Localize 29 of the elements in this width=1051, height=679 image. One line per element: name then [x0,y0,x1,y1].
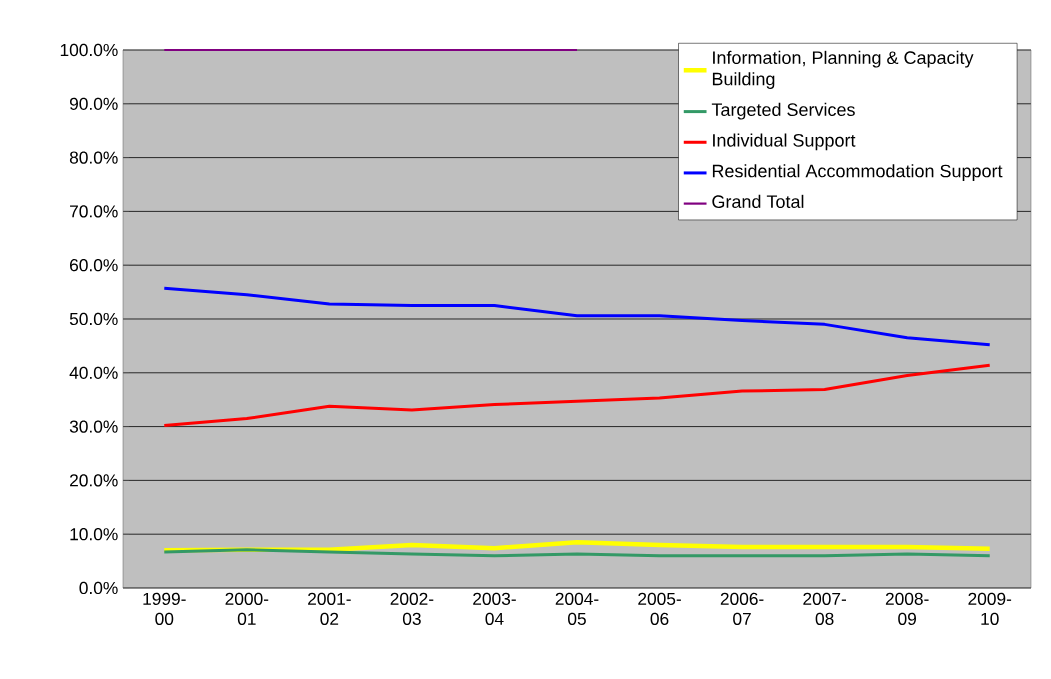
legend-label: Individual Support [713,133,856,151]
x-tick-label: 2002-03 [390,592,434,625]
y-tick-label: 80.0% [69,151,118,164]
y-tick-label: 50.0% [69,312,118,326]
y-tick-label: 90.0% [69,97,118,110]
x-tick-label: 2003-04 [473,592,516,625]
x-tick-label: 2005-06 [638,592,681,625]
legend-label: Grand Total [712,194,804,209]
legend-label: Information, Planning & Capacity Building [712,50,974,89]
x-tick-label: 2007-08 [803,592,847,625]
x-tick-label: 2000-01 [225,592,269,625]
x-tick-label: 2006-07 [720,592,764,625]
y-tick-label: 30.0% [69,420,118,433]
y-tick-label: 70.0% [70,205,118,218]
y-tick-label: 0.0% [79,581,118,595]
legend-label: Targeted Services [711,102,855,120]
y-tick-label: 100.0% [60,43,118,57]
y-tick-label: 60.0% [70,259,118,272]
legend-label: Residential Accommodation Support [712,164,1003,181]
x-tick-label: 1999-00 [143,592,186,625]
x-tick-label: 2009-10 [968,592,1012,625]
line-series [162,286,992,347]
line-series [162,363,992,428]
x-tick-label: 2004-05 [555,592,599,625]
x-tick-label: 2001-02 [308,592,351,625]
y-tick-label: 10.0% [70,528,118,541]
x-tick-label: 2008-09 [885,592,929,625]
y-tick-label: 40.0% [69,366,118,379]
y-tick-label: 20.0% [70,474,118,487]
